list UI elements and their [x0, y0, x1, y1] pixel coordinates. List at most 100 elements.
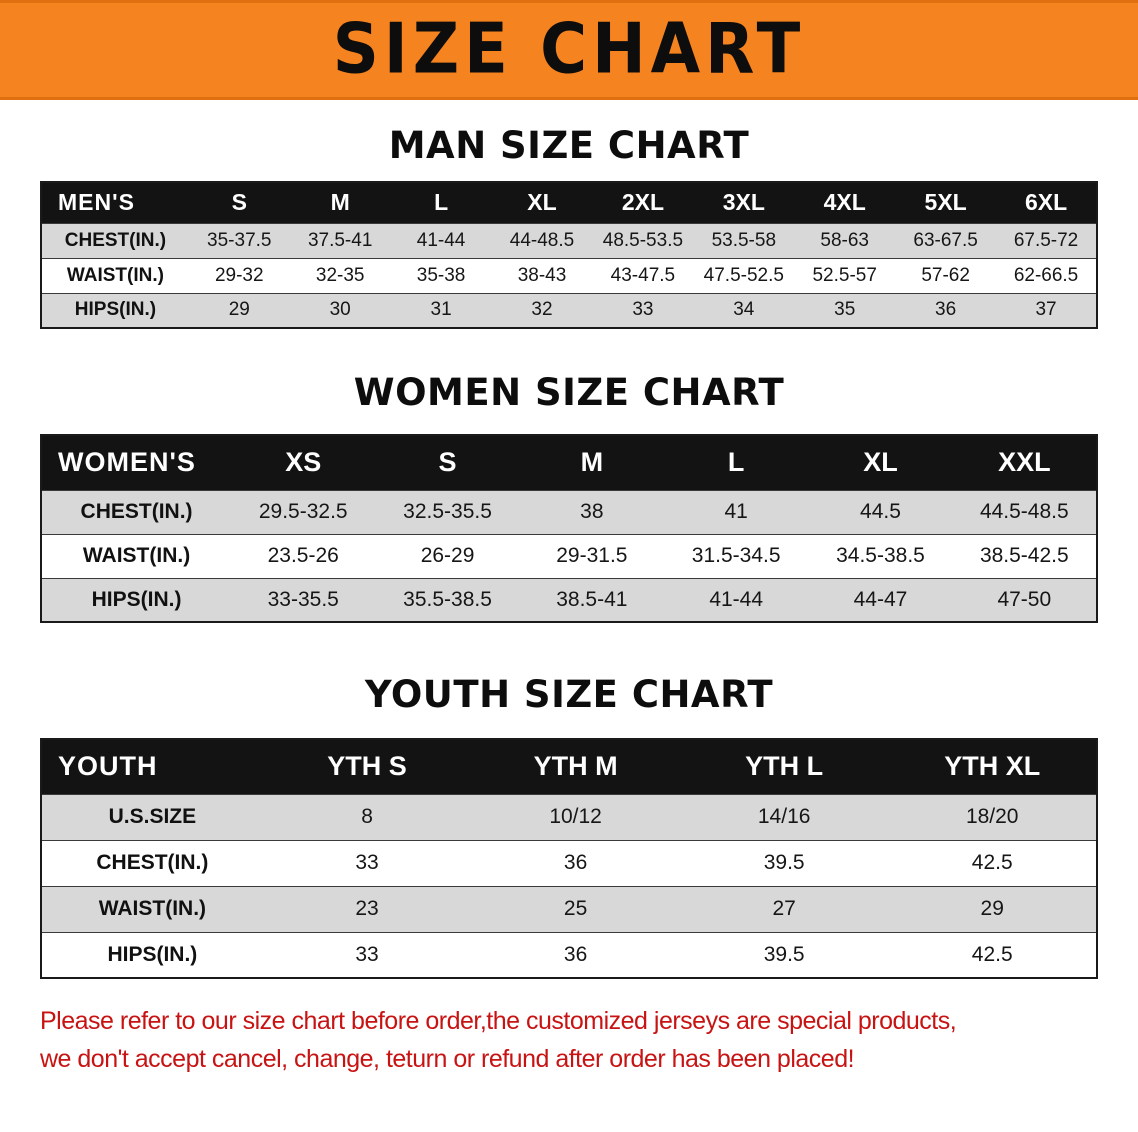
size-value-cell: 18/20 [888, 793, 1097, 840]
size-value-cell: 39.5 [679, 839, 889, 886]
size-value-cell: 44-47 [808, 577, 953, 622]
size-value-cell: 27 [679, 885, 889, 932]
size-value-cell: 34 [693, 292, 795, 328]
women-size-table: WOMEN'S XS S M L XL XXL CHEST(IN.) 29.5-32.5 32.5… [40, 434, 1098, 623]
size-value-cell: 44.5-48.5 [952, 489, 1097, 534]
footer-notice: Please refer to our size chart before or… [40, 1003, 1138, 1078]
size-value-cell: 52.5-57 [794, 257, 896, 293]
table-row: WAIST(IN.) 23.5-26 26-29 29-31.5 31.5-34.5 34… [41, 533, 1097, 578]
size-column-header: XXL [952, 435, 1097, 490]
size-column-header: YTH M [471, 739, 680, 794]
size-value-cell: 57-62 [895, 257, 997, 293]
size-value-cell: 29 [188, 292, 290, 328]
size-column-header: 3XL [693, 182, 795, 223]
table-row: CHEST(IN.) 29.5-32.5 32.5-35.5 38 41 44.5 44.5… [41, 489, 1097, 534]
table-header-row: MEN'S S M L XL 2XL 3XL 4XL 5XL 6XL [41, 182, 1097, 223]
size-value-cell: 29.5-32.5 [231, 489, 376, 534]
size-value-cell: 26-29 [375, 533, 520, 578]
size-value-cell: 44.5 [808, 489, 953, 534]
size-value-cell: 36 [471, 839, 680, 886]
size-value-cell: 44-48.5 [491, 222, 593, 258]
size-value-cell: 23 [262, 885, 472, 932]
size-value-cell: 31 [390, 292, 492, 328]
size-column-header: S [375, 435, 520, 490]
size-value-cell: 10/12 [471, 793, 680, 840]
size-value-cell: 8 [262, 793, 472, 840]
table-row: WAIST(IN.) 29-32 32-35 35-38 38-43 43-47.5 47.… [41, 257, 1097, 293]
size-value-cell: 29-31.5 [519, 533, 665, 578]
size-value-cell: 42.5 [888, 931, 1097, 978]
table-title-cell: WOMEN'S [41, 435, 232, 490]
size-column-header: S [188, 182, 290, 223]
table-row: HIPS(IN.) 33-35.5 35.5-38.5 38.5-41 41-44 44-… [41, 577, 1097, 622]
size-value-cell: 43-47.5 [592, 257, 694, 293]
size-value-cell: 29-32 [188, 257, 290, 293]
size-column-header: YTH L [679, 739, 889, 794]
size-value-cell: 23.5-26 [231, 533, 376, 578]
size-column-header: M [289, 182, 391, 223]
youth-size-section: YOUTH SIZE CHART YOUTH YTH S YTH M YTH L YTH… [0, 673, 1138, 979]
men-size-section: MAN SIZE CHART MEN'S S M L XL 2XL 3XL 4XL 5XL 6XL… [0, 124, 1138, 329]
size-value-cell: 47.5-52.5 [693, 257, 795, 293]
row-label: CHEST(IN.) [41, 489, 232, 534]
row-label: WAIST(IN.) [41, 885, 263, 932]
size-value-cell: 35.5-38.5 [375, 577, 520, 622]
youth-section-heading: YOUTH SIZE CHART [364, 673, 774, 716]
size-value-cell: 38.5-41 [519, 577, 665, 622]
size-value-cell: 32-35 [289, 257, 391, 293]
table-title-cell: YOUTH [41, 739, 263, 794]
size-value-cell: 36 [895, 292, 997, 328]
page-title: SIZE CHART [332, 10, 806, 90]
size-column-header: YTH S [262, 739, 472, 794]
size-value-cell: 37.5-41 [289, 222, 391, 258]
row-label: HIPS(IN.) [41, 292, 189, 328]
row-label: CHEST(IN.) [41, 222, 189, 258]
size-value-cell: 41-44 [664, 577, 809, 622]
size-column-header: 6XL [996, 182, 1097, 223]
women-section-heading: WOMEN SIZE CHART [353, 371, 785, 414]
size-column-header: 4XL [794, 182, 896, 223]
size-value-cell: 32.5-35.5 [375, 489, 520, 534]
size-value-cell: 48.5-53.5 [592, 222, 694, 258]
size-value-cell: 62-66.5 [996, 257, 1097, 293]
youth-size-table: YOUTH YTH S YTH M YTH L YTH XL U.S.SIZE 8 10/12… [40, 738, 1098, 979]
size-value-cell: 30 [289, 292, 391, 328]
table-header-row: WOMEN'S XS S M L XL XXL [41, 435, 1097, 490]
size-column-header: YTH XL [888, 739, 1097, 794]
table-header-row: YOUTH YTH S YTH M YTH L YTH XL [41, 739, 1097, 794]
row-label: HIPS(IN.) [41, 577, 232, 622]
size-value-cell: 67.5-72 [996, 222, 1097, 258]
size-value-cell: 29 [888, 885, 1097, 932]
table-row: WAIST(IN.) 23 25 27 29 [41, 885, 1097, 932]
size-value-cell: 58-63 [794, 222, 896, 258]
size-column-header: XL [491, 182, 593, 223]
size-value-cell: 63-67.5 [895, 222, 997, 258]
row-label: U.S.SIZE [41, 793, 263, 840]
size-value-cell: 31.5-34.5 [664, 533, 809, 578]
size-value-cell: 36 [471, 931, 680, 978]
size-column-header: 5XL [895, 182, 997, 223]
size-value-cell: 38-43 [491, 257, 593, 293]
women-size-section: WOMEN SIZE CHART WOMEN'S XS S M L XL XXL CHEST(… [0, 371, 1138, 623]
size-value-cell: 25 [471, 885, 680, 932]
size-column-header: XL [808, 435, 953, 490]
size-value-cell: 38.5-42.5 [952, 533, 1097, 578]
size-value-cell: 41 [664, 489, 809, 534]
size-value-cell: 37 [996, 292, 1097, 328]
size-value-cell: 47-50 [952, 577, 1097, 622]
men-size-table: MEN'S S M L XL 2XL 3XL 4XL 5XL 6XL CHEST(IN.) 35-37… [40, 181, 1098, 329]
row-label: WAIST(IN.) [41, 533, 232, 578]
size-value-cell: 33 [262, 931, 472, 978]
size-value-cell: 14/16 [679, 793, 889, 840]
size-value-cell: 33 [592, 292, 694, 328]
size-column-header: L [390, 182, 492, 223]
table-row: U.S.SIZE 8 10/12 14/16 18/20 [41, 793, 1097, 840]
size-value-cell: 41-44 [390, 222, 492, 258]
size-value-cell: 34.5-38.5 [808, 533, 953, 578]
table-row: CHEST(IN.) 35-37.5 37.5-41 41-44 44-48.5 48.5… [41, 222, 1097, 258]
size-value-cell: 32 [491, 292, 593, 328]
notice-line-2: we don't accept cancel, change, teturn o… [40, 1044, 855, 1073]
table-title-cell: MEN'S [41, 182, 189, 223]
size-value-cell: 53.5-58 [693, 222, 795, 258]
table-row: CHEST(IN.) 33 36 39.5 42.5 [41, 839, 1097, 886]
